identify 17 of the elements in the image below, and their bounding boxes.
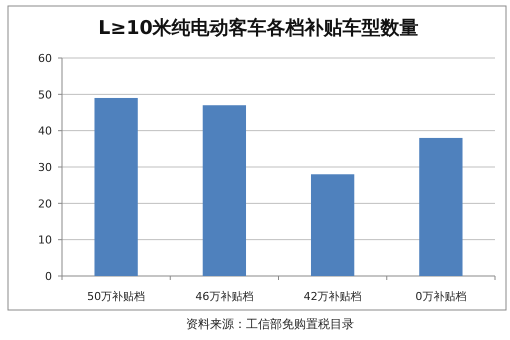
x-tick-label: 42万补贴档: [304, 290, 362, 303]
bar: [202, 105, 246, 276]
y-tick-label: 10: [38, 234, 52, 247]
bar: [310, 174, 354, 276]
chart-title: L≥10米纯电动客车各档补贴车型数量: [98, 17, 419, 39]
x-tick-label: 0万补贴档: [415, 290, 466, 303]
x-tick-label: 50万补贴档: [87, 290, 146, 303]
x-tick-label: 46万补贴档: [195, 290, 254, 303]
bar: [419, 138, 463, 276]
text: 资料来源：工信部免购置税目录: [186, 317, 354, 331]
y-tick-label: 60: [38, 52, 52, 65]
y-tick-label: 30: [38, 161, 52, 174]
y-tick-label: 20: [38, 197, 52, 210]
y-tick-label: 0: [45, 270, 52, 283]
bar: [94, 98, 138, 276]
y-tick-label: 40: [38, 124, 52, 138]
y-tick-label: 50: [38, 88, 52, 102]
